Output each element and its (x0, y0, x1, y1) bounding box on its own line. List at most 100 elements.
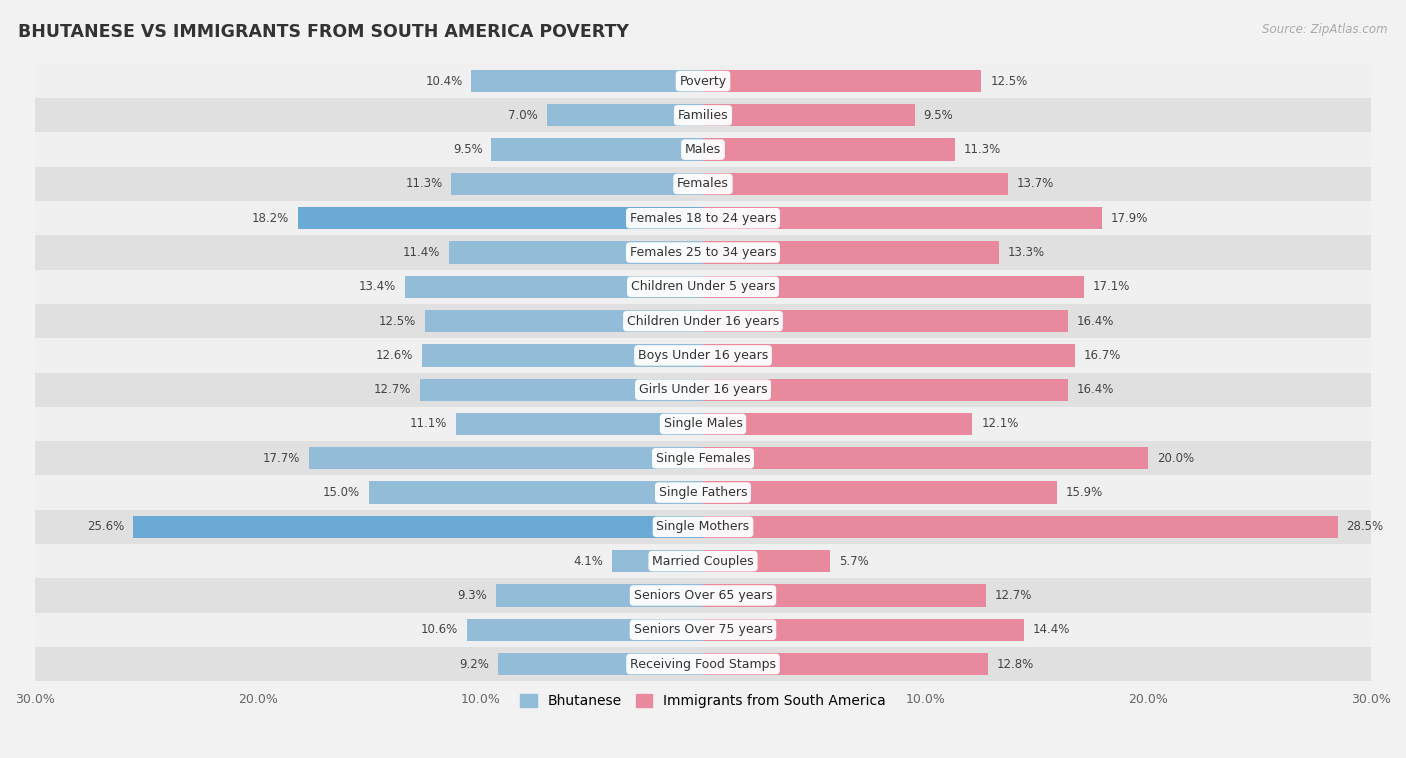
Bar (703, 413, 973, 435)
Bar (703, 447, 1149, 469)
Bar (703, 104, 914, 127)
Text: 12.7%: 12.7% (374, 384, 412, 396)
Text: 11.1%: 11.1% (409, 418, 447, 431)
Text: Seniors Over 75 years: Seniors Over 75 years (634, 623, 772, 636)
Text: 11.3%: 11.3% (405, 177, 443, 190)
Text: 4.1%: 4.1% (572, 555, 603, 568)
Text: 11.4%: 11.4% (404, 246, 440, 259)
Bar (35, 201, 1371, 236)
Text: 28.5%: 28.5% (1347, 520, 1384, 534)
Text: Females: Females (678, 177, 728, 190)
Text: BHUTANESE VS IMMIGRANTS FROM SOUTH AMERICA POVERTY: BHUTANESE VS IMMIGRANTS FROM SOUTH AMERI… (18, 23, 628, 41)
Text: 12.8%: 12.8% (997, 657, 1035, 671)
Text: Married Couples: Married Couples (652, 555, 754, 568)
Text: 25.6%: 25.6% (87, 520, 124, 534)
Bar (467, 619, 703, 641)
Bar (35, 578, 1371, 612)
Text: Poverty: Poverty (679, 74, 727, 88)
Text: 15.0%: 15.0% (323, 486, 360, 499)
Text: 9.5%: 9.5% (924, 109, 953, 122)
Text: Males: Males (685, 143, 721, 156)
Text: 17.9%: 17.9% (1111, 211, 1147, 224)
Bar (35, 612, 1371, 647)
Bar (703, 550, 830, 572)
Text: 17.1%: 17.1% (1092, 280, 1130, 293)
Bar (612, 550, 703, 572)
Text: Source: ZipAtlas.com: Source: ZipAtlas.com (1263, 23, 1388, 36)
Bar (703, 70, 981, 92)
Text: 10.4%: 10.4% (425, 74, 463, 88)
Bar (547, 104, 703, 127)
Bar (35, 270, 1371, 304)
Bar (35, 167, 1371, 201)
Text: 12.5%: 12.5% (378, 315, 416, 327)
Bar (703, 241, 1000, 264)
Bar (35, 99, 1371, 133)
Text: Boys Under 16 years: Boys Under 16 years (638, 349, 768, 362)
Text: Females 25 to 34 years: Females 25 to 34 years (630, 246, 776, 259)
Bar (35, 133, 1371, 167)
Text: 14.4%: 14.4% (1032, 623, 1070, 636)
Bar (298, 207, 703, 230)
Bar (451, 173, 703, 195)
Bar (420, 378, 703, 401)
Bar (703, 207, 1102, 230)
Text: 16.4%: 16.4% (1077, 315, 1115, 327)
Bar (703, 619, 1024, 641)
Bar (498, 653, 703, 675)
Bar (35, 407, 1371, 441)
Text: Single Mothers: Single Mothers (657, 520, 749, 534)
Bar (449, 241, 703, 264)
Bar (703, 276, 1084, 298)
Bar (134, 515, 703, 538)
Text: 15.9%: 15.9% (1066, 486, 1104, 499)
Text: Single Fathers: Single Fathers (659, 486, 747, 499)
Text: Females 18 to 24 years: Females 18 to 24 years (630, 211, 776, 224)
Bar (471, 70, 703, 92)
Bar (703, 344, 1076, 367)
Text: 12.6%: 12.6% (377, 349, 413, 362)
Text: Girls Under 16 years: Girls Under 16 years (638, 384, 768, 396)
Bar (35, 64, 1371, 99)
Text: 5.7%: 5.7% (839, 555, 869, 568)
Bar (35, 304, 1371, 338)
Text: 9.2%: 9.2% (460, 657, 489, 671)
Text: 18.2%: 18.2% (252, 211, 288, 224)
Text: 13.3%: 13.3% (1008, 246, 1045, 259)
Text: 13.4%: 13.4% (359, 280, 395, 293)
Bar (703, 310, 1069, 332)
Text: 12.7%: 12.7% (994, 589, 1032, 602)
Bar (703, 173, 1008, 195)
Text: Children Under 16 years: Children Under 16 years (627, 315, 779, 327)
Text: Receiving Food Stamps: Receiving Food Stamps (630, 657, 776, 671)
Text: 16.4%: 16.4% (1077, 384, 1115, 396)
Text: 9.5%: 9.5% (453, 143, 482, 156)
Text: 9.3%: 9.3% (457, 589, 486, 602)
Bar (35, 338, 1371, 372)
Bar (35, 475, 1371, 509)
Bar (35, 441, 1371, 475)
Bar (703, 139, 955, 161)
Text: 16.7%: 16.7% (1084, 349, 1121, 362)
Bar (422, 344, 703, 367)
Bar (368, 481, 703, 504)
Bar (405, 276, 703, 298)
Text: 12.1%: 12.1% (981, 418, 1019, 431)
Bar (456, 413, 703, 435)
Bar (35, 372, 1371, 407)
Text: 20.0%: 20.0% (1157, 452, 1195, 465)
Text: Single Males: Single Males (664, 418, 742, 431)
Bar (703, 378, 1069, 401)
Text: 13.7%: 13.7% (1017, 177, 1054, 190)
Text: 17.7%: 17.7% (263, 452, 299, 465)
Bar (35, 509, 1371, 544)
Text: Seniors Over 65 years: Seniors Over 65 years (634, 589, 772, 602)
Bar (35, 544, 1371, 578)
Bar (703, 515, 1337, 538)
Text: 12.5%: 12.5% (990, 74, 1028, 88)
Text: 10.6%: 10.6% (420, 623, 458, 636)
Bar (703, 481, 1057, 504)
Text: Single Females: Single Females (655, 452, 751, 465)
Bar (496, 584, 703, 606)
Bar (35, 236, 1371, 270)
